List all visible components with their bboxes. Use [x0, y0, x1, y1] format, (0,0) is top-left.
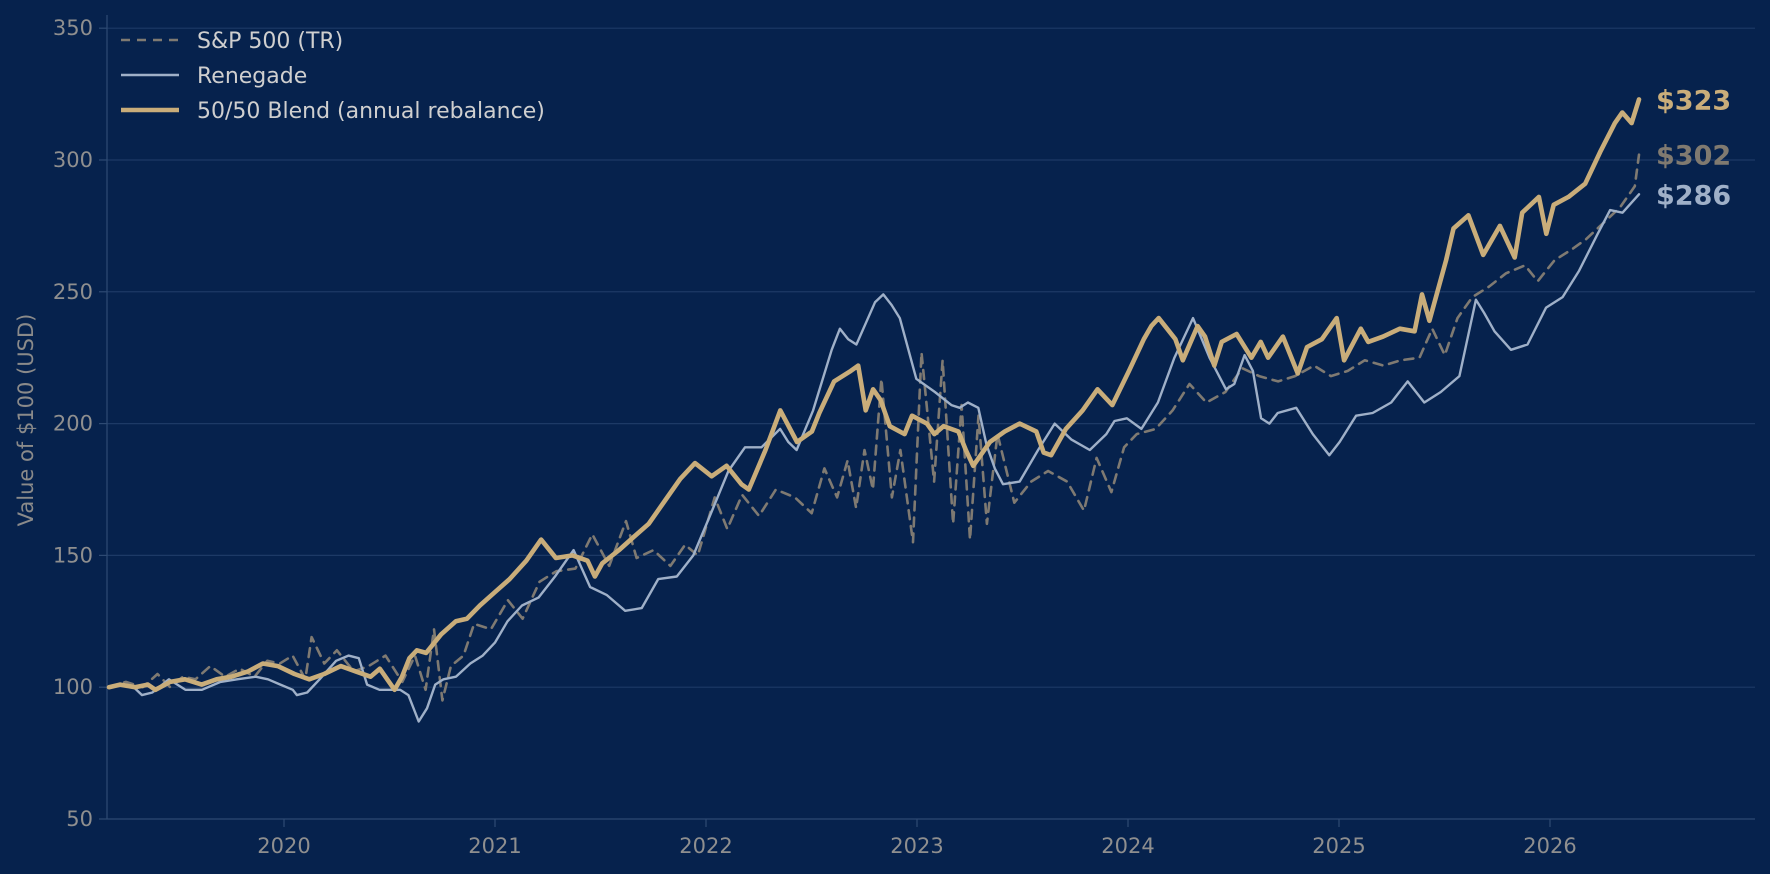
y-tick-label: 100	[53, 675, 93, 699]
end-labels: $302 $286 $323	[1656, 85, 1731, 211]
y-ticks: 50 100 150 200 250 300 350	[53, 16, 107, 831]
series-line-renegade	[107, 193, 1641, 723]
end-value-label: $302	[1656, 141, 1731, 172]
x-tick-label: 2025	[1312, 834, 1365, 858]
series-layer	[106, 97, 1642, 723]
legend-label: 50/50 Blend (annual rebalance)	[197, 99, 545, 124]
legend-label: Renegade	[197, 64, 307, 89]
x-tick-label: 2023	[890, 834, 943, 858]
x-ticks: 2020 2021 2022 2023 2024 2025 2026	[257, 819, 1577, 858]
end-value-label: $323	[1656, 85, 1731, 116]
axes	[106, 15, 1755, 820]
legend-label: S&P 500 (TR)	[197, 29, 343, 54]
x-tick-label: 2024	[1101, 834, 1154, 858]
x-tick-label: 2021	[468, 834, 521, 858]
x-tick-label: 2026	[1523, 834, 1576, 858]
y-tick-label: 50	[66, 807, 93, 831]
y-tick-label: 350	[53, 16, 93, 40]
y-tick-label: 300	[53, 148, 93, 172]
x-tick-label: 2020	[257, 834, 310, 858]
grid	[107, 27, 1755, 688]
y-axis-label: Value of $100 (USD)	[14, 314, 38, 527]
y-tick-label: 250	[53, 280, 93, 304]
legend: S&P 500 (TR) Renegade 50/50 Blend (annual …	[121, 29, 545, 124]
series-line-blend	[106, 97, 1642, 693]
y-tick-label: 200	[53, 412, 93, 436]
end-value-label: $286	[1656, 180, 1731, 211]
y-tick-label: 150	[53, 543, 93, 567]
x-tick-label: 2022	[679, 834, 732, 858]
